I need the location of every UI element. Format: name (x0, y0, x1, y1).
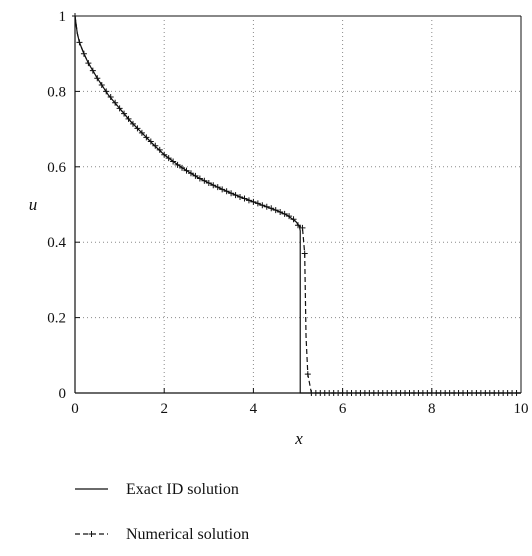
numerical-solution-marker (107, 94, 114, 101)
numerical-solution-marker (214, 184, 221, 191)
y-tick-label: 0.2 (47, 311, 66, 327)
numerical-solution-marker (201, 177, 208, 184)
numerical-solution-marker (250, 198, 257, 205)
numerical-solution-marker (134, 125, 141, 132)
legend-numerical-marker (88, 531, 95, 537)
numerical-solution-marker (80, 50, 87, 57)
numerical-solution-marker (147, 138, 154, 145)
numerical-solution-marker (295, 222, 301, 229)
x-tick-label: 8 (428, 401, 436, 417)
y-tick-label: 0.8 (47, 84, 66, 100)
legend-numerical-label: Numerical solution (126, 526, 249, 543)
x-tick-label: 4 (250, 401, 258, 417)
x-tick-label: 0 (71, 401, 79, 417)
numerical-solution-marker (94, 75, 101, 82)
x-tick-label: 6 (339, 401, 347, 417)
numerical-solution-marker (277, 209, 284, 216)
numerical-solution-marker (112, 99, 119, 106)
numerical-solution-marker (174, 161, 181, 168)
legend-exact-label: Exact ID solution (126, 481, 239, 498)
numerical-solution-marker (170, 158, 177, 165)
numerical-solution-marker (263, 203, 270, 210)
numerical-solution-marker (299, 224, 306, 231)
numerical-solution-marker (156, 146, 163, 153)
numerical-solution-marker (301, 250, 308, 257)
numerical-solution-marker (281, 210, 288, 217)
x-tick-label: 10 (514, 401, 529, 417)
numerical-solution-marker (121, 110, 128, 117)
numerical-solution-marker (103, 88, 110, 95)
y-tick-label: 0 (59, 386, 67, 402)
numerical-solution-marker (290, 216, 297, 223)
numerical-solution-marker (513, 390, 520, 396)
x-tick-label: 2 (160, 401, 168, 417)
numerical-solution-marker (187, 170, 194, 177)
numerical-solution-marker (210, 182, 217, 189)
numerical-solution-marker (89, 67, 96, 74)
x-axis-label: x (294, 429, 303, 448)
numerical-solution-marker (245, 197, 252, 204)
numerical-solution-marker (179, 164, 186, 171)
numerical-solution-marker (138, 129, 145, 136)
y-axis-label: u (29, 195, 38, 214)
numerical-solution-marker (143, 134, 150, 141)
numerical-solution-marker (237, 193, 244, 200)
numerical-solution-marker (183, 167, 190, 174)
numerical-solution-marker (268, 205, 275, 212)
numerical-solution-marker (223, 188, 230, 195)
numerical-solution-marker (272, 207, 279, 214)
numerical-solution-marker (125, 115, 132, 122)
exact-solution-line (74, 15, 521, 394)
numerical-solution-marker (72, 13, 78, 19)
numerical-solution-marker (286, 213, 293, 220)
numerical-solution-marker (98, 81, 105, 88)
numerical-solution-marker (232, 192, 239, 199)
numerical-solution-marker (228, 190, 235, 197)
numerical-solution-marker (129, 120, 136, 127)
numerical-solution-marker (116, 105, 123, 112)
y-tick-label: 0.6 (47, 160, 66, 176)
numerical-solution-marker (192, 172, 199, 179)
numerical-solution-marker (259, 202, 266, 209)
y-tick-label: 0.4 (47, 235, 66, 251)
numerical-solution-marker (76, 39, 83, 46)
numerical-solution-marker (254, 200, 261, 207)
numerical-solution-marker (152, 142, 159, 149)
y-tick-label: 1 (59, 9, 67, 25)
numerical-solution-marker (219, 186, 226, 193)
numerical-solution-marker (165, 155, 172, 162)
numerical-solution-line (74, 15, 521, 394)
numerical-solution-marker (241, 195, 248, 202)
numerical-solution-marker (196, 175, 203, 182)
numerical-solution-marker (161, 151, 168, 158)
numerical-solution-marker (304, 371, 311, 378)
numerical-solution-marker (205, 180, 212, 187)
numerical-solution-marker (85, 60, 92, 67)
